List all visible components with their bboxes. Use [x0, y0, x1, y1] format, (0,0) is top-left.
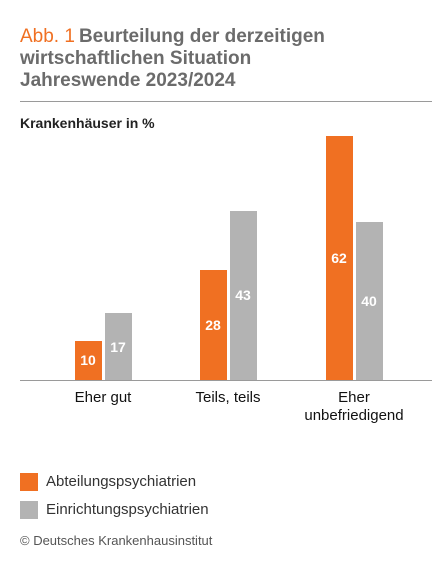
bar	[199, 269, 227, 380]
legend-label: Einrichtungspsychiatrien	[46, 501, 209, 518]
value-label: 62	[331, 249, 347, 266]
bar	[355, 222, 383, 380]
title-block: Abb. 1 Beurteilung der derzeitigen wirtsc…	[20, 26, 350, 92]
legend-label: Abteilungspsychiatrien	[46, 473, 197, 490]
x-tick-label: Eher gut	[74, 389, 132, 406]
bar	[229, 210, 257, 380]
bar	[104, 313, 132, 380]
bar	[325, 135, 353, 380]
x-tick-label: Teils, teils	[195, 389, 261, 406]
value-label: 28	[205, 316, 221, 333]
bar	[74, 340, 102, 380]
x-tick-label: Eher unbefriedigend	[304, 389, 404, 424]
baseline	[20, 380, 432, 381]
source: © Deutsches Krankenhausinstitut	[20, 533, 213, 548]
chart-title: Beurteilung der derzeitigen wirtschaftli…	[20, 26, 325, 91]
separator	[20, 101, 432, 102]
value-label: 10	[80, 352, 96, 369]
value-label: 40	[361, 293, 377, 310]
value-label: 43	[235, 287, 251, 304]
legend-swatch	[20, 473, 38, 491]
legend-swatch	[20, 501, 38, 519]
subtitle: Krankenhäuser in %	[20, 115, 155, 131]
figure-label: Abb. 1	[20, 26, 75, 47]
value-label: 17	[110, 338, 126, 355]
